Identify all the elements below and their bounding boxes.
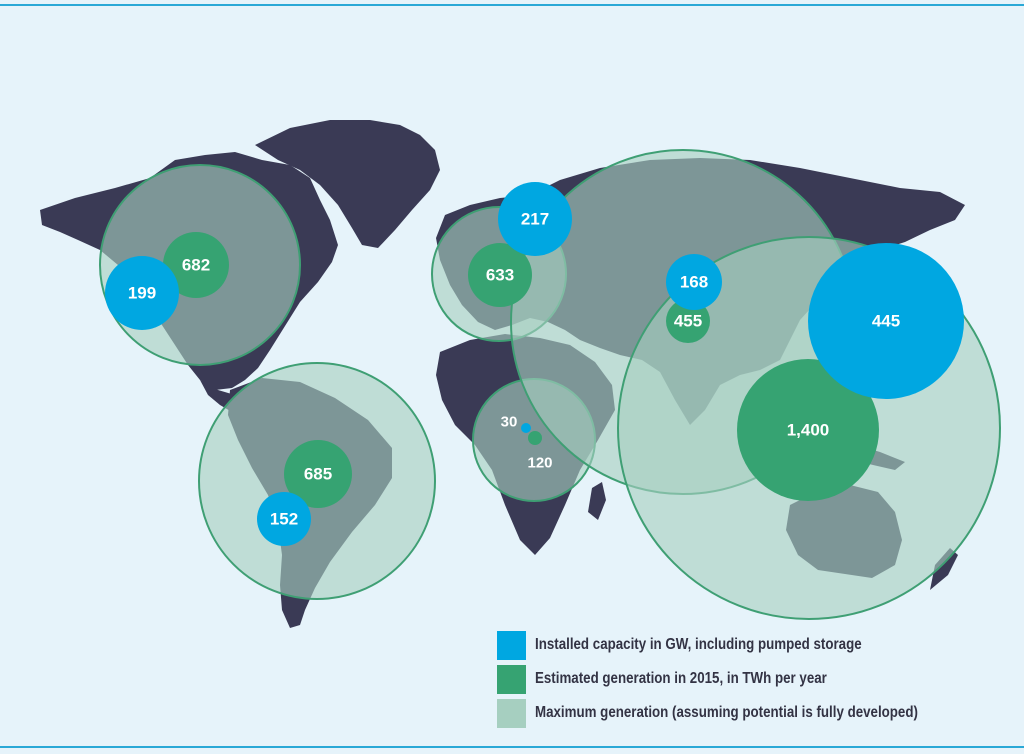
estimated-generation-layer: 682 685 633 455 1,400	[163, 232, 879, 508]
legend: Installed capacity in GW, including pump…	[497, 628, 980, 730]
europe-capacity-circle	[498, 182, 572, 256]
madagascar-landmass	[588, 482, 606, 520]
europe-capacity-label: 217	[521, 210, 549, 229]
south-america-capacity-circle	[257, 492, 311, 546]
north-america-generation-circle	[163, 232, 229, 298]
south-america-capacity-label: 152	[270, 510, 298, 529]
new-zealand-landmass	[930, 548, 958, 590]
legend-label-capacity: Installed capacity in GW, including pump…	[535, 636, 862, 653]
north-america-capacity-circle	[105, 256, 179, 330]
asia-pacific-capacity-circle	[808, 243, 964, 399]
bottom-rule	[0, 746, 1024, 748]
asia-pacific-generation-circle	[737, 359, 879, 501]
asia-pacific-capacity-label: 445	[872, 312, 900, 331]
africa-generation-circle	[528, 431, 542, 445]
legend-item-maximum: Maximum generation (assuming potential i…	[497, 696, 980, 730]
asia-generation-circle	[666, 299, 710, 343]
europe-generation-label: 633	[486, 266, 514, 285]
africa-capacity-label: 30	[501, 414, 518, 431]
legend-label-maximum: Maximum generation (assuming potential i…	[535, 704, 918, 721]
asia-generation-label: 455	[674, 312, 702, 331]
asia-pacific-generation-label: 1,400	[787, 421, 830, 440]
asia-capacity-circle	[666, 254, 722, 310]
asia-capacity-label: 168	[680, 273, 708, 292]
legend-swatch-capacity	[497, 630, 526, 660]
greenland-landmass	[255, 120, 440, 248]
africa-capacity-circle	[521, 423, 531, 433]
legend-item-capacity: Installed capacity in GW, including pump…	[497, 628, 980, 662]
africa-generation-label: 120	[527, 455, 552, 472]
north-america-capacity-label: 199	[128, 284, 156, 303]
legend-label-generation: Estimated generation in 2015, in TWh per…	[535, 670, 827, 687]
south-america-generation-circle	[284, 440, 352, 508]
south-america-generation-label: 685	[304, 465, 332, 484]
top-rule	[0, 4, 1024, 6]
installed-capacity-layer: 199 152 217 30 120 168 445	[105, 182, 964, 546]
europe-generation-circle	[468, 243, 532, 307]
legend-swatch-generation	[497, 664, 526, 694]
north-america-generation-label: 682	[182, 256, 210, 275]
legend-item-generation: Estimated generation in 2015, in TWh per…	[497, 662, 980, 696]
legend-swatch-maximum	[497, 698, 526, 728]
